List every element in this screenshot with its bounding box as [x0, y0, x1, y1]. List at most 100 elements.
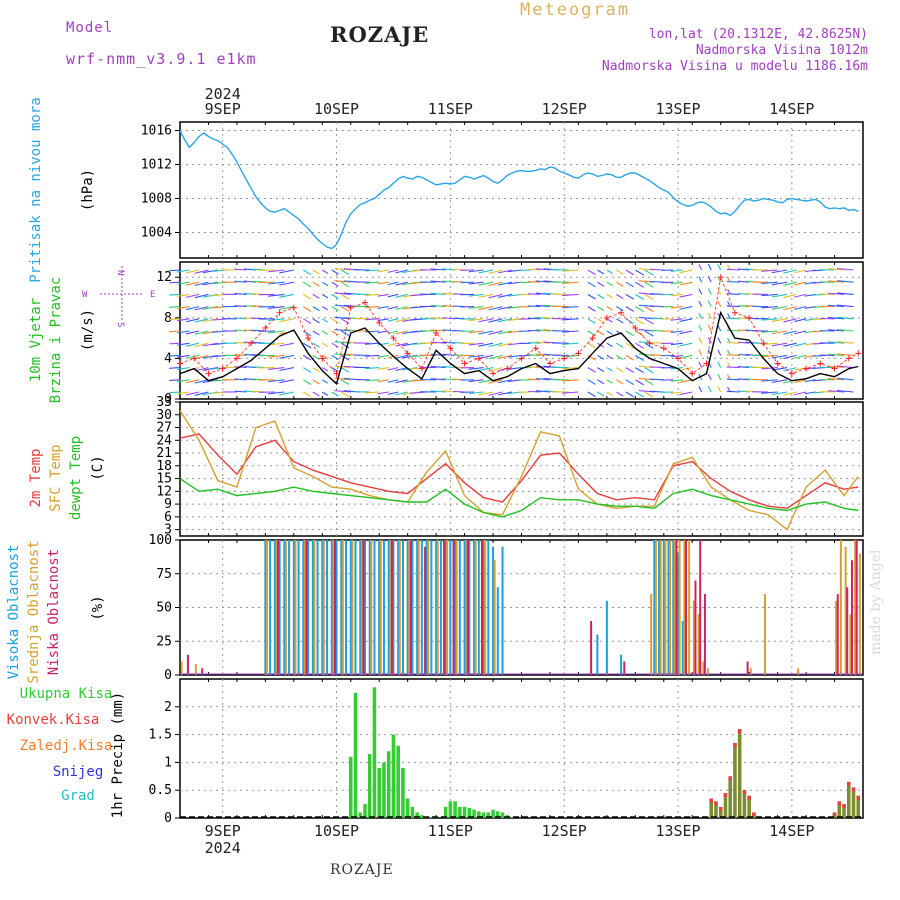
wind-arrow: [644, 367, 654, 374]
wind-arrow: [616, 354, 624, 361]
wind-arrow: [606, 354, 613, 360]
wind-arrow: [322, 354, 329, 360]
wind-arrow: [185, 391, 200, 396]
precip-conv-bar: [709, 798, 714, 818]
wind-arrow: [644, 293, 654, 301]
bottom-day-label: 12SEP: [542, 822, 587, 840]
wind-arrow: [587, 367, 596, 373]
wind-arrow: [597, 306, 605, 312]
cloud-bars-1: [180, 540, 861, 675]
wind-arrow: [670, 281, 683, 285]
wind-arrow: [334, 292, 351, 295]
wind-arrow: [562, 342, 579, 345]
wind-arrow: [625, 281, 634, 288]
wind-arrow: [707, 263, 712, 271]
wind-arrow: [365, 379, 380, 382]
wind-arrow: [606, 293, 613, 299]
station-title: ROZAJE: [330, 22, 430, 47]
wind-arrow: [707, 288, 712, 295]
wind-arrow: [334, 365, 351, 369]
wind-arrow: [377, 306, 389, 309]
wind-arrow: [761, 354, 778, 358]
wind-arrow: [468, 379, 484, 383]
wind-arrow: [488, 330, 503, 335]
wind-arrow: [322, 342, 329, 348]
wind-speed-line: [179, 310, 859, 386]
wind-arrow: [761, 367, 778, 370]
wind-arrow: [234, 378, 247, 381]
precip-bar: [486, 812, 491, 818]
wind-arrow: [488, 318, 503, 323]
wind-arrow: [761, 330, 778, 333]
wind-arrow: [268, 354, 285, 358]
wind-arrow: [169, 293, 181, 296]
wind-arrow: [312, 330, 320, 336]
wind-arrow: [726, 329, 740, 332]
precip-conv-cap: [842, 804, 846, 809]
wind-arrow: [679, 367, 693, 371]
wind-arrow: [488, 367, 503, 372]
wind-arrow: [234, 280, 247, 283]
wind-arrow: [194, 342, 209, 348]
bottom-day-label: 13SEP: [655, 822, 700, 840]
wind-arrow: [679, 330, 693, 335]
y-tick-label: 1012: [141, 158, 172, 173]
wind-arrow: [707, 385, 712, 393]
wind-arrow: [279, 306, 294, 311]
wind-arrow: [827, 365, 845, 369]
wind-arrow: [331, 293, 339, 299]
wind-arrow: [377, 379, 389, 383]
wind-arrow: [377, 293, 389, 297]
sfctemp-series-label: SFC Temp: [48, 444, 64, 511]
wind-arrow: [177, 379, 190, 383]
wind-arrow: [177, 342, 190, 346]
cloud-bars-0: [264, 540, 684, 675]
wind-arrow: [783, 330, 797, 335]
wind-arrow: [738, 317, 750, 320]
wind-arrow: [268, 269, 285, 273]
wind-arrow: [625, 354, 634, 361]
wind-arrow: [597, 391, 605, 397]
wind-arrow: [717, 325, 722, 332]
precip-bar: [472, 809, 476, 818]
wind-arrow: [312, 318, 320, 324]
wind-arrow: [488, 281, 503, 287]
wind-arrow: [478, 306, 494, 311]
wind-arrow: [387, 318, 399, 322]
wind-arrow: [488, 379, 503, 384]
wind-arrow: [377, 281, 389, 285]
precip-conv-cap: [851, 787, 856, 792]
wind-arrow: [442, 329, 456, 332]
wind-arrow: [635, 367, 645, 374]
wind-arrow: [670, 330, 683, 334]
wind-arrow: [783, 391, 797, 396]
precip-legend-2: Zaledj.Kisa: [20, 738, 113, 754]
precip-conv-cap: [728, 776, 732, 781]
wind-arrow: [597, 354, 605, 360]
wind-arrow: [202, 354, 219, 359]
wind-arrow: [717, 386, 722, 393]
wind-arrow: [717, 373, 722, 381]
wind-arrow: [303, 293, 312, 300]
wind-arrow: [334, 304, 351, 308]
wind-arrow: [717, 349, 722, 356]
wind-arrow: [498, 306, 513, 311]
wind-arrow: [528, 366, 541, 369]
precip-bar: [510, 816, 514, 818]
wind-arrow: [616, 269, 624, 275]
y-tick-label: 75: [156, 567, 172, 582]
wind-arrow: [387, 342, 399, 347]
wind-arrow: [783, 306, 797, 311]
wind-arrow: [528, 329, 541, 332]
wind-arrow: [528, 354, 541, 356]
wind-arrow: [303, 306, 312, 312]
precip-bar: [491, 809, 495, 818]
wind-arrow: [322, 269, 329, 274]
wind-arrow: [312, 293, 320, 299]
wind-arrow: [827, 268, 845, 271]
wind-arrow: [365, 293, 380, 296]
wind-arrow: [670, 269, 683, 273]
wind-arrow: [625, 330, 634, 337]
wind-arrow: [738, 353, 750, 356]
pressure-unit-label: (hPa): [80, 169, 96, 211]
